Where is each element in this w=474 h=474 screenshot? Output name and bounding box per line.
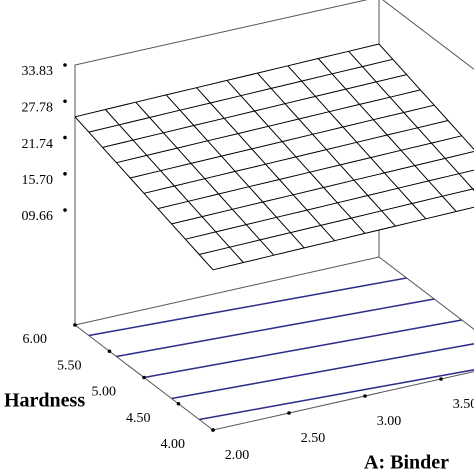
surface-line — [226, 80, 366, 234]
contour-line — [199, 369, 474, 421]
y-tick-label: 4.50 — [126, 411, 151, 426]
surface-line — [317, 58, 457, 212]
y-axis-title: Hardness — [4, 390, 85, 412]
y-tick-label: 5.00 — [92, 385, 117, 400]
x-tick-label: 3.00 — [377, 414, 402, 429]
y-tick — [73, 323, 77, 327]
contour-line — [143, 319, 462, 379]
surface-line — [196, 87, 335, 242]
y-tick — [107, 349, 112, 354]
z-tick-label: 21.74 — [22, 137, 54, 152]
z-tick — [63, 63, 67, 67]
z-tick-label: 09.66 — [22, 209, 54, 224]
contour-line — [88, 277, 407, 337]
contour-line — [171, 343, 474, 400]
z-tick-label: 15.70 — [22, 173, 54, 188]
contour-line — [116, 298, 435, 358]
z-tick-label: 33.83 — [22, 64, 54, 79]
surface-line — [135, 101, 275, 256]
y-tick-label: 5.50 — [57, 358, 82, 373]
x-tick — [439, 377, 443, 381]
surface-line — [348, 50, 474, 192]
x-tick — [363, 394, 367, 398]
z-tick-label: 27.78 — [22, 101, 54, 116]
z-tick — [63, 171, 67, 176]
z-tick — [63, 135, 67, 140]
y-tick — [176, 401, 181, 406]
surface-line — [165, 94, 305, 249]
x-tick-label: 3.50 — [453, 397, 474, 412]
x-tick — [287, 411, 291, 415]
surface-line — [74, 116, 214, 271]
z-tick — [63, 99, 67, 104]
y-tick-label: 6.00 — [23, 332, 48, 347]
x-tick — [211, 428, 215, 432]
surface-line — [257, 72, 396, 227]
floor — [73, 256, 474, 431]
surface-line — [378, 43, 474, 151]
y-tick — [142, 375, 146, 380]
x-tick-label: 2.00 — [225, 448, 250, 463]
y-tick-label: 4.00 — [161, 437, 186, 452]
back-frame — [382, 0, 474, 70]
x-axis-title: A: Binder — [364, 452, 449, 474]
x-tick-label: 2.50 — [301, 431, 326, 446]
surface-line — [105, 109, 244, 263]
surface-line — [287, 65, 427, 220]
z-tick — [63, 208, 67, 212]
